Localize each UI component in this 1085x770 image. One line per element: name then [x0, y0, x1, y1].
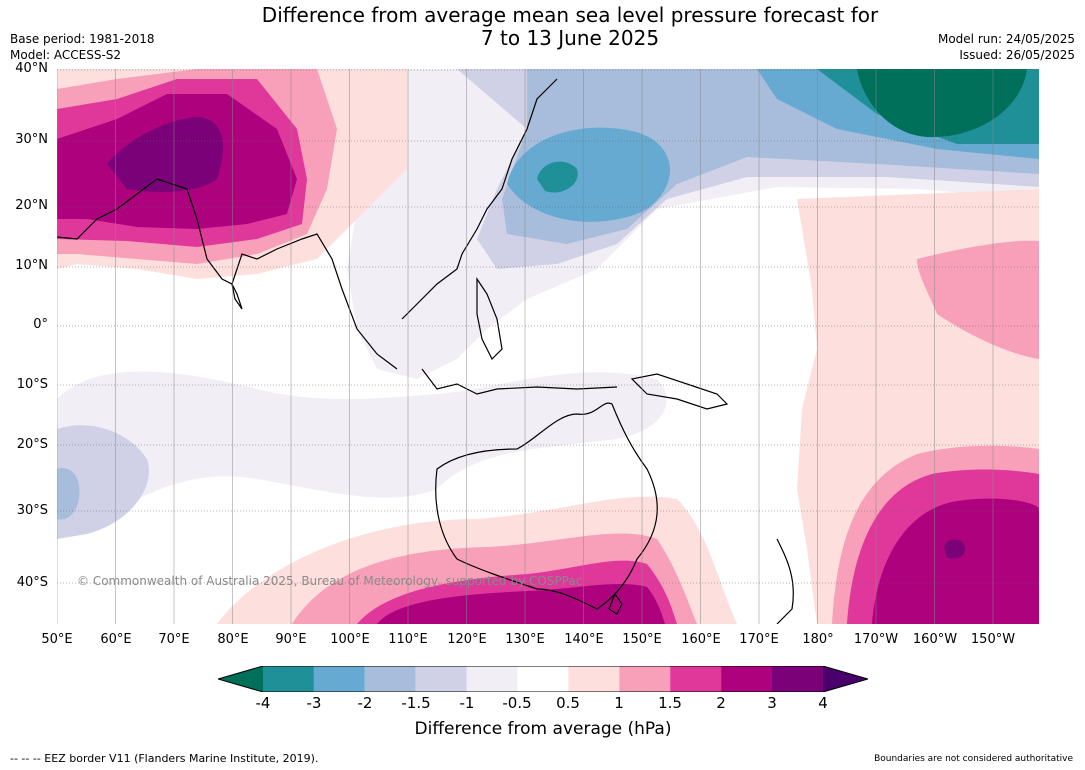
boundaries-note: Boundaries are not considered authoritat… [874, 754, 1073, 764]
colorbar-swatch-11 [772, 666, 823, 692]
meridians [57, 69, 994, 624]
base-period: Base period: 1981-2018 [10, 32, 155, 46]
colorbar-tick-8: 1 [614, 694, 624, 712]
lat-label-40s: 40°S [16, 575, 48, 590]
lat-label-30s: 30°S [16, 503, 48, 518]
issued-date: Issued: 26/05/2025 [959, 48, 1075, 62]
contour-pos-3-asia [107, 117, 223, 192]
colorbar-swatch-7 [568, 666, 620, 692]
lon-label-160e: 160°E [681, 632, 721, 647]
copyright-notice: © Commonwealth of Australia 2025, Bureau… [77, 574, 583, 588]
colorbar [218, 666, 868, 692]
lon-label-110e: 110°E [388, 632, 428, 647]
lon-label-170e: 170°E [739, 632, 779, 647]
colorbar-swatch-4 [415, 666, 467, 692]
lon-label-60e: 60°E [100, 632, 132, 647]
lon-label-130e: 130°E [505, 632, 545, 647]
lat-label-0: 0° [33, 317, 48, 332]
title-line-2: 7 to 13 June 2025 [480, 26, 660, 50]
lon-label-70e: 70°E [158, 632, 190, 647]
colorbar-swatch-5 [466, 666, 518, 692]
title-line-1: Difference from average mean sea level p… [261, 3, 879, 27]
lon-label-120e: 120°E [447, 632, 487, 647]
eez-note: -- -- -- EEZ border V11 (Flanders Marine… [10, 752, 319, 765]
lon-label-80e: 80°E [217, 632, 249, 647]
lon-label-160w: 160°W [912, 632, 958, 647]
colorbar-swatch-10 [721, 666, 772, 692]
colorbar-swatch-2 [313, 666, 365, 692]
colorbar-tick-9: 1.5 [658, 694, 682, 712]
contour-pos-05-south [217, 189, 1039, 624]
contour-neg-15-south [57, 468, 80, 520]
colorbar-swatch-8 [619, 666, 671, 692]
contour-neg-4-north [857, 69, 1027, 138]
contour-neg-05-south [57, 371, 667, 539]
colorbar-swatch-3 [364, 666, 416, 692]
contour-pos-1-south [292, 240, 1039, 624]
colorbar-extend-high [823, 666, 868, 692]
colorbar-swatch-9 [670, 666, 722, 692]
model-run: Model run: 24/05/2025 [937, 32, 1075, 46]
lon-label-170w: 170°W [853, 632, 899, 647]
colorbar-tick-11: 3 [767, 694, 777, 712]
colorbar-extend-low [218, 666, 263, 692]
lat-label-40n: 40°N [15, 61, 48, 76]
colorbar-tick-3: -2 [357, 694, 373, 712]
contour-pos-2-south [377, 498, 1039, 624]
lat-label-20n: 20°N [15, 198, 48, 213]
model-name: Model: ACCESS-S2 [10, 48, 122, 62]
lon-label-90e: 90°E [275, 632, 307, 647]
lon-label-150e: 150°E [622, 632, 662, 647]
colorbar-tick-12: 4 [818, 694, 828, 712]
colorbar-tick-7: 0.5 [556, 694, 580, 712]
lon-label-180: 180° [802, 632, 834, 647]
colorbar-tick-6: -0.5 [502, 694, 532, 712]
lon-label-150w: 150°W [970, 632, 1016, 647]
meta-left: Base period: 1981-2018 Model: ACCESS-S2 [10, 31, 155, 63]
map-svg [57, 69, 1039, 624]
lon-label-50e: 50°E [41, 632, 73, 647]
lat-label-20s: 20°S [16, 437, 48, 452]
meta-right: Model run: 24/05/2025 Issued: 26/05/2025 [938, 31, 1075, 63]
lon-label-140e: 140°E [564, 632, 604, 647]
chart-title: Difference from average mean sea level p… [0, 4, 1085, 50]
colorbar-tick-4: -1.5 [401, 694, 431, 712]
lon-label-100e: 100°E [330, 632, 370, 647]
colorbar-tick-5: -1 [459, 694, 475, 712]
contour-neg-1-south [57, 425, 149, 539]
lat-label-10s: 10°S [16, 377, 48, 392]
lat-label-10n: 10°N [15, 258, 48, 273]
contour-pos-3-south [944, 539, 966, 559]
colorbar-tick-10: 2 [716, 694, 726, 712]
colorbar-swatch-6 [517, 666, 569, 692]
colorbar-swatch-1 [263, 666, 314, 692]
coastlines [57, 78, 794, 624]
lat-label-30n: 30°N [15, 132, 48, 147]
colorbar-tick-1: -4 [255, 694, 271, 712]
map-panel [57, 69, 1039, 624]
colorbar-title: Difference from average (hPa) [414, 719, 672, 739]
colorbar-tick-2: -3 [306, 694, 322, 712]
